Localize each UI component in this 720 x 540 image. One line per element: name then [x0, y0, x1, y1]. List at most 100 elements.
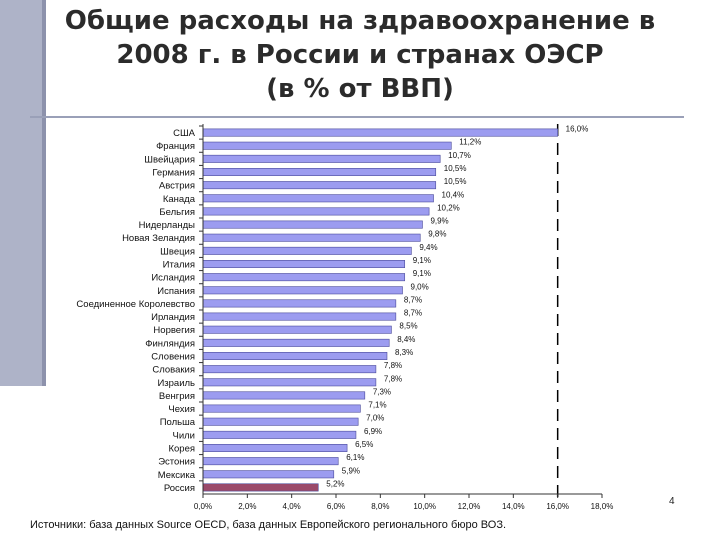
bar-1 [202, 141, 452, 150]
data-label-17: 8,3% [395, 348, 413, 357]
category-label-8: Новая Зеландия [122, 233, 195, 244]
category-label-17: Словения [151, 352, 195, 363]
data-label-9: 9,4% [419, 243, 437, 252]
title-line-2: 2008 г. в России и странах ОЭСР [116, 40, 604, 70]
data-label-20: 7,3% [373, 387, 391, 396]
category-label-7: Нидерланды [139, 220, 196, 231]
x-tick-label-4: 8,0% [371, 502, 389, 511]
bar-0 [202, 128, 558, 137]
bar-26 [202, 470, 335, 479]
x-tick-label-7: 14,0% [502, 502, 525, 511]
category-label-13: Соединенное Королевство [76, 299, 195, 310]
bar-11 [202, 273, 406, 282]
x-tick-label-1: 2,0% [238, 502, 256, 511]
data-label-22: 7,0% [366, 414, 384, 423]
data-label-24: 6,5% [355, 440, 373, 449]
data-label-7: 9,9% [430, 217, 448, 226]
decorative-side-bar [0, 0, 46, 386]
category-label-22: Польша [160, 417, 196, 428]
bar-20 [202, 391, 366, 400]
category-label-25: Эстония [158, 457, 195, 468]
data-label-27: 5,2% [326, 479, 344, 488]
bar-12 [202, 286, 403, 295]
category-label-12: Испания [157, 286, 195, 297]
category-label-16: Финляндия [145, 338, 195, 349]
category-label-24: Корея [168, 444, 195, 455]
category-label-4: Австрия [159, 181, 195, 192]
category-label-2: Швейцария [144, 154, 195, 165]
data-label-8: 9,8% [428, 230, 446, 239]
x-tick-label-5: 10,0% [413, 502, 436, 511]
health-expenditure-bar-chart: США 16,0% Франция 11,2% Швейцария 10,7% Герман… [76, 124, 614, 511]
x-tick-label-6: 12,0% [458, 502, 481, 511]
slide-title: Общие расходы на здравоохранение в 2008 … [60, 4, 660, 106]
data-label-4: 10,5% [444, 177, 467, 186]
page-number: 4 [669, 496, 675, 507]
bar-19 [202, 378, 377, 387]
data-label-14: 8,7% [404, 309, 422, 318]
data-label-18: 7,8% [384, 361, 402, 370]
bar-6 [202, 207, 430, 216]
x-tick-label-0: 0,0% [194, 502, 212, 511]
data-label-0: 16,0% [566, 125, 589, 134]
title-line-3: (в % от ВВП) [266, 74, 454, 104]
bar-27 [202, 483, 319, 492]
title-divider [30, 116, 684, 118]
bar-8 [202, 233, 421, 242]
category-label-6: Бельгия [159, 207, 195, 218]
bar-14 [202, 312, 397, 321]
bar-13 [202, 299, 397, 308]
data-label-21: 7,1% [368, 401, 386, 410]
category-label-23: Чили [173, 430, 196, 441]
data-label-11: 9,1% [413, 269, 431, 278]
bar-9 [202, 246, 412, 255]
data-label-12: 9,0% [411, 282, 429, 291]
bar-2 [202, 154, 441, 163]
title-line-1: Общие расходы на здравоохранение в [64, 6, 656, 36]
data-label-3: 10,5% [444, 164, 467, 173]
bar-25 [202, 457, 339, 466]
data-label-25: 6,1% [346, 453, 364, 462]
category-label-11: Исландия [151, 273, 195, 284]
bar-3 [202, 168, 437, 176]
source-note: Источники: база данных Source OECD, база… [30, 519, 507, 531]
data-label-2: 10,7% [448, 151, 471, 160]
category-label-0: США [173, 128, 196, 139]
category-label-20: Венгрия [159, 391, 195, 402]
data-label-19: 7,8% [384, 374, 402, 383]
data-label-10: 9,1% [413, 256, 431, 265]
bar-15 [202, 325, 392, 334]
data-label-13: 8,7% [404, 295, 422, 304]
bar-4 [202, 181, 437, 190]
x-tick-label-3: 6,0% [327, 502, 345, 511]
bar-7 [202, 220, 423, 229]
x-tick-label-2: 4,0% [283, 502, 301, 511]
category-label-10: Италия [163, 260, 195, 271]
category-label-14: Ирландия [151, 312, 195, 323]
category-label-3: Германия [152, 168, 195, 179]
data-label-15: 8,5% [399, 322, 417, 331]
bar-5 [202, 194, 434, 203]
bar-17 [202, 352, 388, 360]
category-label-27: Россия [164, 483, 195, 494]
x-tick-label-8: 16,0% [546, 502, 569, 511]
data-label-26: 5,9% [342, 466, 360, 475]
x-tick-label-9: 18,0% [591, 502, 614, 511]
bar-10 [202, 260, 406, 268]
bar-24 [202, 444, 348, 452]
data-label-16: 8,4% [397, 335, 415, 344]
category-label-26: Мексика [158, 470, 196, 481]
category-label-21: Чехия [168, 404, 195, 415]
bar-22 [202, 417, 359, 426]
category-label-9: Швеция [160, 246, 195, 257]
category-label-18: Словакия [152, 365, 195, 376]
category-label-5: Канада [163, 194, 196, 205]
category-label-19: Израиль [157, 378, 195, 389]
bar-21 [202, 404, 361, 413]
data-label-1: 11,2% [459, 138, 481, 147]
category-label-1: Франция [156, 141, 195, 152]
data-label-5: 10,4% [442, 190, 465, 199]
data-label-23: 6,9% [364, 427, 382, 436]
data-label-6: 10,2% [437, 203, 460, 212]
bar-23 [202, 430, 357, 439]
